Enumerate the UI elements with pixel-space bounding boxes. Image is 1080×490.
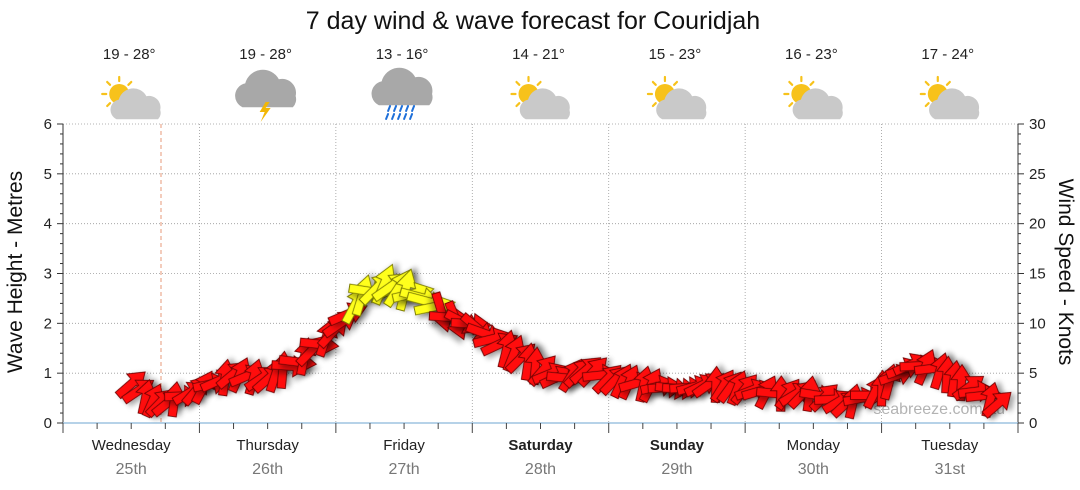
left-tick-label: 5 (44, 166, 52, 183)
sun-ray (788, 80, 794, 86)
temperature-range: 14 - 21° (512, 46, 565, 63)
left-tick-label: 4 (44, 216, 52, 233)
raindrop (409, 113, 414, 120)
cloud-body (371, 67, 433, 106)
raindrop (391, 113, 396, 120)
sun-ray (788, 102, 794, 108)
left-tick-label: 1 (44, 365, 52, 382)
left-tick-label: 6 (44, 116, 52, 133)
day-label: Thursday (236, 437, 299, 454)
sun-ray (809, 80, 815, 86)
wind-arrows-series (114, 263, 1012, 420)
cloud-shape (656, 88, 707, 120)
cloud-shape (371, 67, 433, 106)
right-tick-label: 5 (1029, 365, 1037, 382)
cloud-shape (929, 88, 980, 120)
raindrop (385, 113, 390, 120)
watermark: seabreeze.com.au (873, 401, 1005, 418)
temperature-range: 17 - 24° (921, 46, 974, 63)
right-tick-label: 20 (1029, 216, 1046, 233)
temperature-range: 19 - 28° (103, 46, 156, 63)
right-tick-label: 10 (1029, 315, 1046, 332)
sun-ray (515, 80, 521, 86)
cloud-body (235, 69, 297, 108)
sun-ray (106, 102, 112, 108)
day-label: Friday (383, 437, 425, 454)
partly-sunny-icon (919, 75, 980, 120)
daily-weather-header: 19 - 28° 19 - 28° 13 - 16° 14 - 21° 15 - 23°… (101, 46, 980, 122)
day-label: Wednesday (92, 437, 171, 454)
right-axis-label: Wind Speed - Knots (1054, 179, 1077, 366)
left-axis-label: Wave Height - Metres (4, 171, 27, 373)
raindrop (411, 105, 416, 112)
sun-ray (924, 102, 930, 108)
day-label: Saturday (508, 437, 573, 454)
sun-ray (924, 80, 930, 86)
chart-title: 7 day wind & wave forecast for Couridjah (306, 7, 760, 35)
cloud-shape (519, 88, 570, 120)
sun-ray (651, 102, 657, 108)
raindrop (403, 113, 408, 120)
partly-sunny-icon (783, 75, 843, 120)
sun-ray (673, 80, 679, 86)
date-label: 26th (252, 461, 283, 478)
cloud-body (656, 88, 707, 120)
sun-ray (106, 80, 112, 86)
cloud-shape (792, 88, 843, 120)
partly-sunny-icon (646, 75, 707, 120)
right-tick-label: 25 (1029, 166, 1046, 183)
raindrop (405, 105, 410, 112)
date-label: 28th (525, 461, 556, 478)
left-tick-label: 0 (44, 415, 52, 432)
sun-ray (536, 80, 542, 86)
sun-ray (127, 80, 133, 86)
date-label: 25th (116, 461, 147, 478)
wind-arrow (981, 391, 1012, 419)
chart-axes: 0 1 2 3 4 5 6 0 5 10 15 20 25 30 Wednesday 25th Thursday… (44, 116, 1046, 478)
cloud-body (929, 88, 980, 120)
partly-sunny-icon (510, 75, 570, 120)
sun-ray (651, 80, 657, 86)
cloud-body (110, 88, 161, 120)
date-label: 31st (935, 461, 966, 478)
date-label: 27th (389, 461, 420, 478)
right-tick-label: 30 (1029, 116, 1046, 133)
left-tick-label: 2 (44, 315, 52, 332)
temperature-range: 19 - 28° (239, 46, 292, 63)
cloud-shape (110, 88, 161, 120)
temperature-range: 15 - 23° (649, 46, 702, 63)
left-tick-label: 3 (44, 266, 52, 283)
raindrop (399, 105, 404, 112)
lightning-bolt (259, 102, 271, 122)
storm-cloud-icon (235, 69, 297, 122)
cloud-body (519, 88, 570, 120)
sun-ray (945, 80, 951, 86)
raindrop (393, 105, 398, 112)
right-tick-label: 15 (1029, 266, 1046, 283)
date-label: 29th (661, 461, 692, 478)
partly-sunny-icon (101, 75, 161, 120)
raindrop (397, 113, 402, 120)
date-label: 30th (798, 461, 829, 478)
raindrop (387, 105, 392, 112)
temperature-range: 16 - 23° (785, 46, 838, 63)
day-label: Tuesday (921, 437, 978, 454)
sun-ray (515, 102, 521, 108)
temperature-range: 13 - 16° (376, 46, 429, 63)
day-label: Monday (787, 437, 841, 454)
day-label: Sunday (650, 437, 705, 454)
cloud-body (792, 88, 843, 120)
right-tick-label: 0 (1029, 415, 1037, 432)
rain-cloud-icon (371, 67, 433, 120)
cloud-shape (235, 69, 297, 108)
